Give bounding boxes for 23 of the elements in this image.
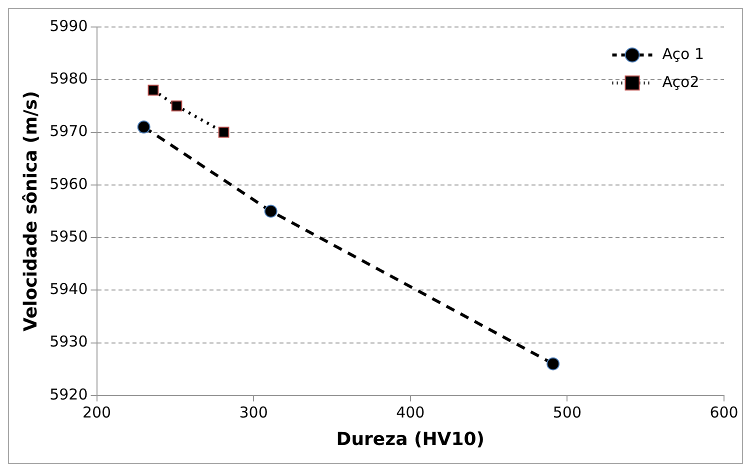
y-tick-label: 5950 — [50, 227, 88, 246]
point — [137, 120, 150, 134]
y-tick-label: 5990 — [50, 16, 88, 35]
y-tick-label: 5970 — [50, 122, 88, 140]
y-tick-label: 5980 — [50, 70, 88, 88]
x-axis-title: Dureza (HV10) — [336, 428, 485, 450]
legend-label: Aço 1 — [662, 44, 704, 63]
legend-label: Aço2 — [662, 72, 700, 91]
point — [171, 100, 182, 112]
point — [148, 84, 159, 96]
x-tick-label: 400 — [396, 403, 425, 422]
point — [546, 357, 560, 370]
x-tick-label: 200 — [82, 403, 112, 422]
y-tick-label: 5940 — [50, 280, 88, 298]
y-tick-label: 5960 — [50, 174, 88, 193]
point — [264, 204, 278, 218]
x-tick-label: 600 — [710, 403, 738, 422]
x-tick-label: 500 — [552, 403, 582, 422]
x-tick-label: 300 — [239, 403, 268, 422]
y-tick-label: 5920 — [50, 385, 88, 404]
y-tick-label: 5930 — [50, 332, 88, 351]
point — [218, 126, 230, 138]
y-axis-title: Velocidade sônica (m/s) — [20, 90, 42, 332]
